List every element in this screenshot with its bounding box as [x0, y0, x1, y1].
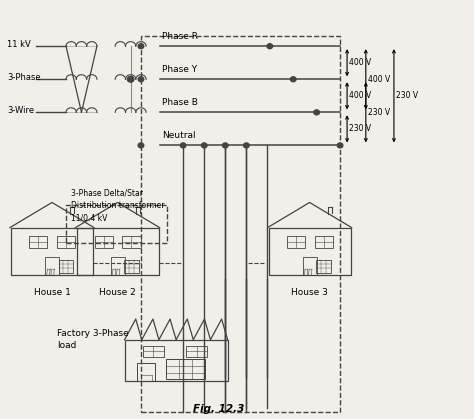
Bar [315, 235, 333, 248]
Text: 230 V: 230 V [349, 124, 372, 133]
Circle shape [222, 143, 228, 148]
Bar [29, 235, 47, 248]
Text: House 3: House 3 [291, 288, 328, 297]
Text: House 1: House 1 [34, 288, 71, 297]
Text: House 2: House 2 [99, 288, 136, 297]
Text: Phase R: Phase R [162, 32, 198, 41]
Text: Neutral: Neutral [162, 131, 196, 140]
Circle shape [337, 143, 343, 148]
Bar [186, 346, 207, 357]
Text: Phase Y: Phase Y [162, 65, 197, 74]
Bar [110, 257, 125, 275]
Bar [137, 363, 155, 381]
Text: Fig. 12.3: Fig. 12.3 [192, 404, 244, 414]
Bar [122, 235, 140, 248]
Text: 3-Phase: 3-Phase [8, 73, 41, 82]
Circle shape [138, 44, 144, 49]
Bar [302, 257, 317, 275]
Bar [95, 235, 113, 248]
Text: 400 V: 400 V [349, 58, 372, 67]
Bar [143, 346, 164, 357]
Bar [57, 235, 75, 248]
Circle shape [267, 44, 273, 49]
Bar [287, 235, 305, 248]
Text: 3-Phase Delta/Star
Distribution transformer
11/0.4 kV: 3-Phase Delta/Star Distribution transfor… [71, 189, 164, 223]
Circle shape [138, 143, 144, 148]
Text: 230 V: 230 V [368, 108, 390, 117]
Bar [269, 228, 351, 275]
Text: Factory 3-Phase
load: Factory 3-Phase load [57, 329, 128, 350]
Circle shape [201, 143, 207, 148]
Bar [58, 260, 73, 273]
Circle shape [291, 77, 296, 82]
Bar [124, 260, 139, 273]
Circle shape [244, 143, 249, 148]
Text: Phase B: Phase B [162, 98, 198, 107]
Text: 400 V: 400 V [349, 91, 372, 100]
Text: 11 kV: 11 kV [8, 40, 31, 49]
Bar [316, 260, 331, 273]
Circle shape [128, 76, 134, 82]
Bar [11, 228, 93, 275]
Circle shape [180, 143, 186, 148]
Text: 400 V: 400 V [368, 75, 391, 84]
Text: 3-Wire: 3-Wire [8, 106, 35, 115]
Text: 230 V: 230 V [396, 91, 419, 100]
Circle shape [314, 110, 319, 115]
Bar [125, 340, 228, 381]
Bar [166, 359, 205, 380]
Bar [45, 257, 59, 275]
Circle shape [138, 77, 144, 82]
Bar [77, 228, 158, 275]
